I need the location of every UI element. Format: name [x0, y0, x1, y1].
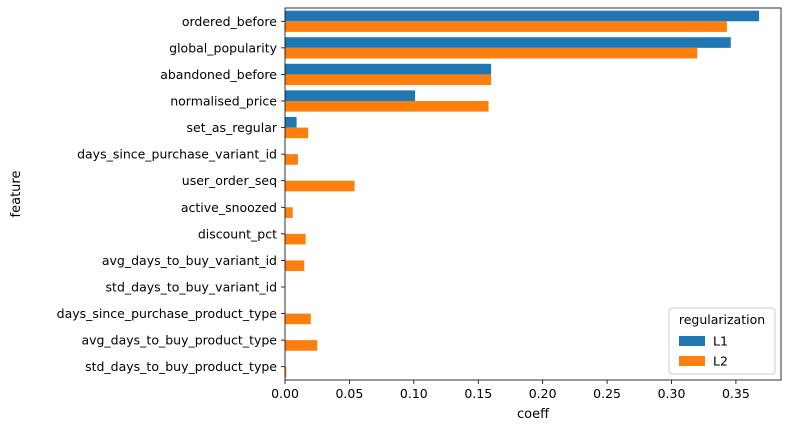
bar-l2-abandoned-before: [285, 74, 492, 86]
y-tick-label: discount_pct: [198, 226, 277, 241]
bar-l2-discount-pct: [285, 233, 306, 245]
legend-label-l1: L1: [713, 334, 728, 349]
x-tick-label: 0.15: [464, 386, 492, 401]
y-tick-label: set_as_regular: [187, 120, 278, 135]
bar-l1-abandoned-before: [285, 63, 492, 75]
bar-l2-std-days-to-buy-product-type: [285, 366, 287, 378]
y-tick-label: avg_days_to_buy_variant_id: [102, 253, 277, 268]
x-tick-label: 0.10: [400, 386, 428, 401]
bars-group: [285, 10, 760, 378]
y-tick-label: std_days_to_buy_product_type: [85, 359, 277, 374]
bar-l1-set-as-regular: [285, 116, 297, 128]
bar-l2-ordered-before: [285, 21, 727, 32]
bar-l1-ordered-before: [285, 10, 760, 22]
bar-l2-normalised-price: [285, 101, 489, 112]
x-tick-label: 0.20: [529, 386, 557, 401]
y-tick-label: global_popularity: [169, 40, 277, 55]
y-tick-label: avg_days_to_buy_product_type: [81, 333, 277, 348]
legend-swatch-l1: [679, 336, 705, 346]
y-axis-ticks: ordered_before global_popularity abandoned…: [57, 14, 285, 374]
legend-title: regularization: [679, 312, 765, 327]
y-tick-label: days_since_purchase_variant_id: [77, 147, 277, 162]
legend-swatch-l2: [679, 356, 705, 366]
x-tick-label: 0.35: [722, 386, 750, 401]
bar-l2-days-since-purchase-product-type: [285, 313, 311, 325]
bar-l2-set-as-regular: [285, 127, 309, 139]
y-tick-label: active_snoozed: [181, 200, 277, 215]
plot-frame: [284, 7, 782, 381]
x-tick-label: 0.00: [271, 386, 299, 401]
legend-label-l2: L2: [713, 354, 728, 369]
x-axis-ticks: 0.00 0.05 0.10 0.15 0.20 0.25 0.30 0.35: [271, 380, 750, 401]
y-tick-label: user_order_seq: [182, 173, 277, 188]
y-tick-label: days_since_purchase_product_type: [57, 306, 278, 321]
bar-l1-global-popularity: [285, 37, 731, 48]
y-tick-label: ordered_before: [182, 14, 277, 29]
y-tick-label: abandoned_before: [160, 67, 277, 82]
x-tick-label: 0.30: [658, 386, 686, 401]
x-axis-label: coeff: [517, 407, 550, 422]
bar-l2-days-since-purchase-variant-id: [285, 154, 298, 165]
bar-l2-avg-days-to-buy-variant-id: [285, 260, 305, 272]
y-axis-label: feature: [9, 171, 24, 218]
bar-l2-avg-days-to-buy-product-type: [285, 340, 318, 351]
bar-l2-user-order-seq: [285, 180, 355, 192]
bar-l2-active-snoozed: [285, 207, 293, 218]
bar-l1-normalised-price: [285, 90, 416, 101]
x-tick-label: 0.25: [593, 386, 621, 401]
y-tick-label: normalised_price: [170, 94, 277, 109]
y-tick-label: std_days_to_buy_variant_id: [106, 280, 277, 295]
x-tick-label: 0.05: [335, 386, 363, 401]
bar-l2-global-popularity: [285, 47, 698, 59]
